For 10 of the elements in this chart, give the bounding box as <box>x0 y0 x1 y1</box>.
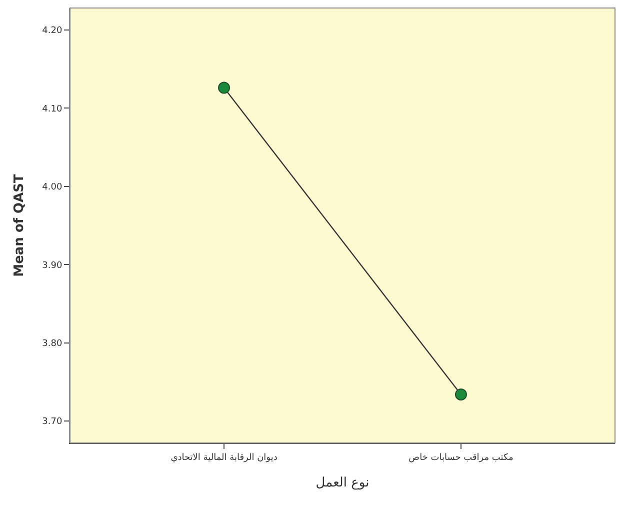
y-tick-label: 4.20 <box>42 26 62 36</box>
y-tick-label: 3.70 <box>42 417 62 428</box>
x-axis-title: نوع العمل <box>316 475 370 490</box>
y-tick-label: 3.80 <box>42 339 62 350</box>
y-tick-label: 4.00 <box>42 182 62 193</box>
y-axis-title: Mean of QAST <box>12 174 28 277</box>
x-tick-label: ديوان الرقابة المالية الاتحادي <box>170 452 278 463</box>
y-tick-label: 4.10 <box>42 104 62 114</box>
x-tick-label: مكتب مراقب حسابات خاص <box>408 452 514 463</box>
y-tick-label: 3.90 <box>42 260 62 271</box>
